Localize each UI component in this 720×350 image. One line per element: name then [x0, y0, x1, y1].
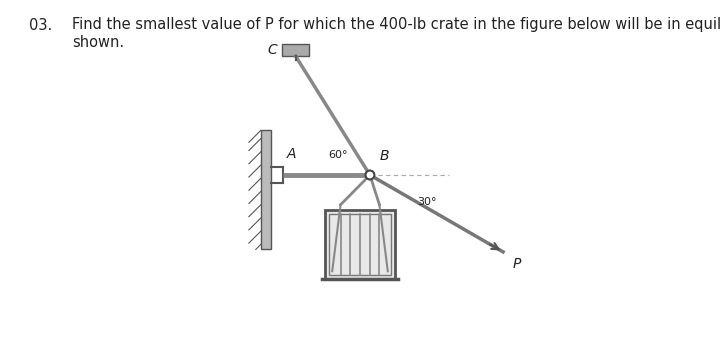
Text: P: P — [513, 257, 521, 271]
Bar — [261, 130, 271, 250]
Text: 60°: 60° — [328, 150, 348, 160]
Text: A: A — [287, 147, 296, 161]
Text: 03.: 03. — [29, 18, 52, 33]
Circle shape — [366, 170, 374, 180]
Text: 30°: 30° — [418, 197, 437, 207]
Text: Find the smallest value of P for which the 400-lb crate in the figure below will: Find the smallest value of P for which t… — [72, 18, 720, 50]
Bar — [282, 44, 310, 56]
Text: B: B — [380, 149, 390, 163]
Circle shape — [366, 170, 374, 180]
Bar — [329, 214, 391, 275]
Bar — [325, 210, 395, 279]
Text: C: C — [268, 43, 278, 57]
